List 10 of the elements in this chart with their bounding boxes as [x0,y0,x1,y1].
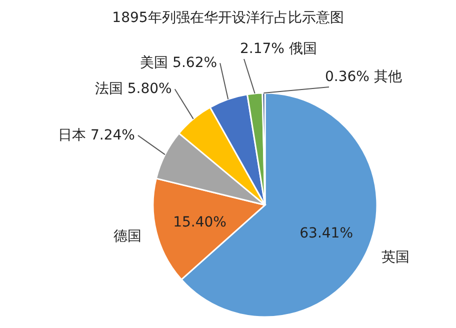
slice-label: 德国 [113,228,142,244]
slice-label: 英国 [381,249,410,266]
slice-label: 美国 5.62% [140,55,218,72]
slice-label: 0.36% 其他 [325,69,402,85]
data-label: 15.40% [173,214,226,230]
slice-label: 法国 5.80% [94,81,172,98]
slice-label: 日本 7.24% [58,127,135,144]
chart-title: 1895年列强在华开设洋行占比示意图 [112,10,344,26]
slice-label: 2.17% 俄国 [240,41,317,57]
data-label: 63.41% [300,225,354,242]
